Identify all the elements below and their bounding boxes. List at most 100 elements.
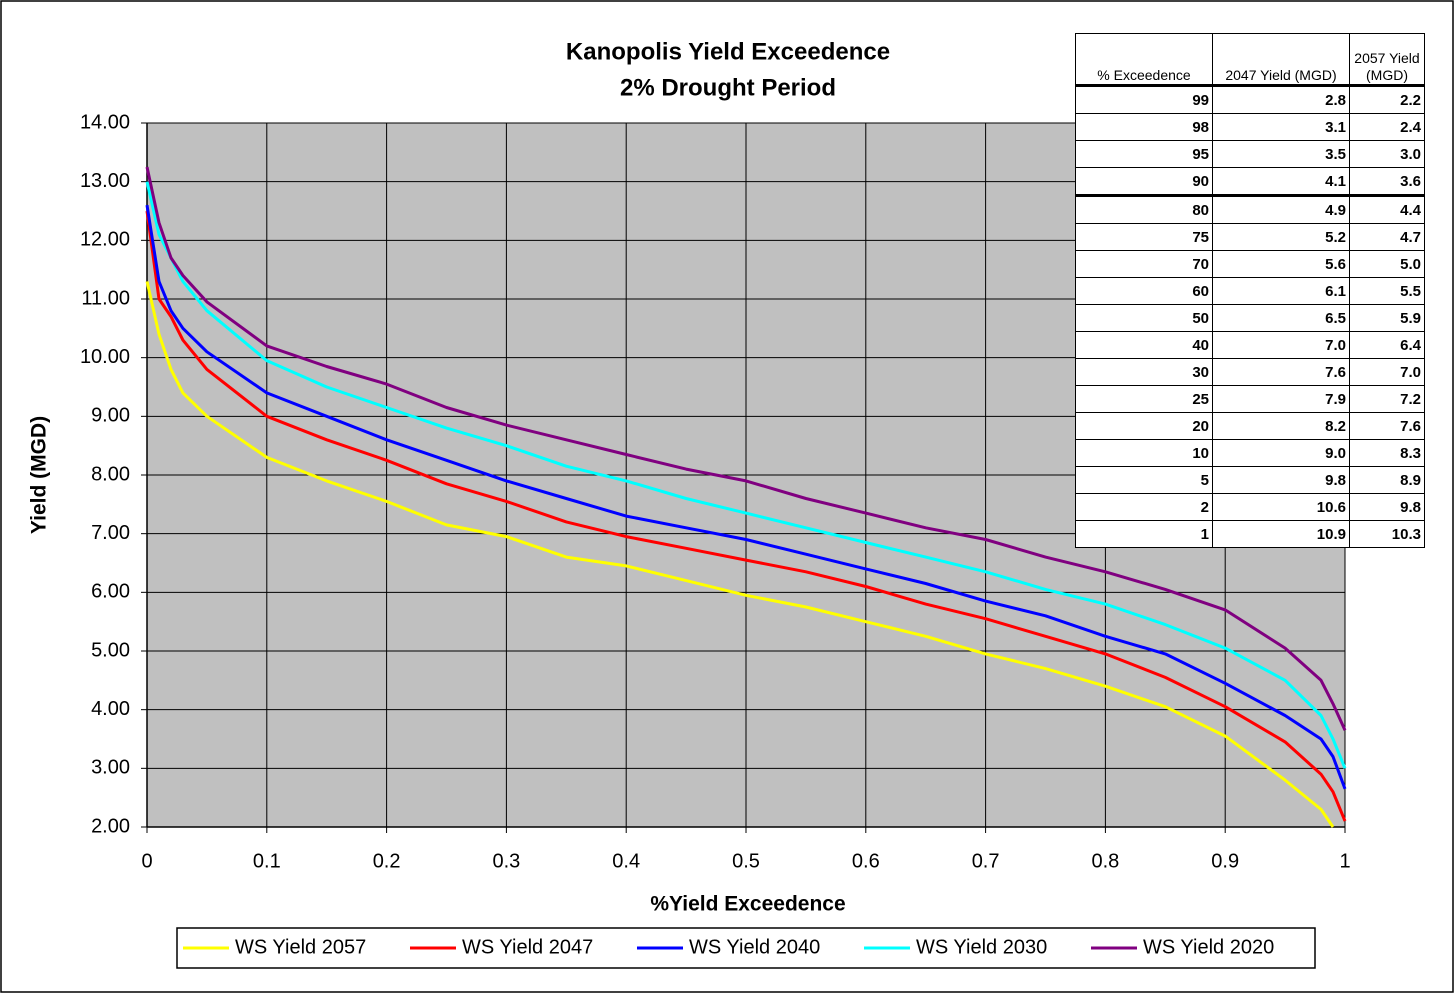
table-cell: 4.4 bbox=[1349, 195, 1425, 224]
table-cell: 7.9 bbox=[1212, 385, 1350, 413]
table-row: 98 3.1 2.4 bbox=[1075, 113, 1425, 141]
table-cell: 4.9 bbox=[1212, 195, 1350, 224]
header-row: % Exceedence 2047 Yield (MGD) 2057 Yield (… bbox=[1075, 33, 1425, 87]
table-cell: 10.3 bbox=[1349, 520, 1425, 548]
table-row: 70 5.6 5.0 bbox=[1075, 250, 1425, 278]
table-cell: 9.8 bbox=[1349, 493, 1425, 521]
table-cell: 7.2 bbox=[1349, 385, 1425, 413]
table-cell: 5.0 bbox=[1349, 250, 1425, 278]
legend-label: WS Yield 2040 bbox=[689, 936, 820, 958]
table-cell: 1 bbox=[1075, 520, 1213, 548]
column-header: 2047 Yield (MGD) bbox=[1212, 33, 1350, 87]
y-tick-label: 8.00 bbox=[91, 463, 130, 485]
chart-title: Kanopolis Yield Exceedence bbox=[566, 38, 890, 65]
table-cell: 7.6 bbox=[1212, 358, 1350, 386]
table-row: 95 3.5 3.0 bbox=[1075, 140, 1425, 168]
table-cell: 6.1 bbox=[1212, 277, 1350, 305]
y-tick-label: 2.00 bbox=[91, 815, 130, 837]
table-cell: 50 bbox=[1075, 304, 1213, 332]
table-cell: 10 bbox=[1075, 439, 1213, 467]
series-line bbox=[145, 181, 1347, 769]
table-head: % Exceedence 2047 Yield (MGD) 2057 Yield (… bbox=[1075, 33, 1425, 87]
table-cell: 95 bbox=[1075, 140, 1213, 168]
table-cell: 4.1 bbox=[1212, 167, 1350, 197]
table-cell: 70 bbox=[1075, 250, 1213, 278]
table-cell: 99 bbox=[1075, 85, 1213, 114]
table-cell: 60 bbox=[1075, 277, 1213, 305]
y-tick-label: 11.00 bbox=[81, 287, 130, 309]
x-tick-label: 0.2 bbox=[373, 850, 401, 872]
y-tick-label: 12.00 bbox=[80, 229, 130, 251]
y-tick-label: 13.00 bbox=[80, 170, 130, 192]
y-tick-label: 14.00 bbox=[80, 111, 130, 133]
column-header: 2057 Yield (MGD) bbox=[1349, 33, 1425, 87]
x-tick-label: 0.1 bbox=[253, 850, 281, 872]
x-tick-label: 0.5 bbox=[732, 850, 760, 872]
table-cell: 8.3 bbox=[1349, 439, 1425, 467]
table-row: 10 9.0 8.3 bbox=[1075, 439, 1425, 467]
table-row: 80 4.9 4.4 bbox=[1075, 195, 1425, 224]
x-tick-label: 0.6 bbox=[852, 850, 880, 872]
table-row: 30 7.6 7.0 bbox=[1075, 358, 1425, 386]
table-cell: 5.5 bbox=[1349, 277, 1425, 305]
table-cell: 10.6 bbox=[1212, 493, 1350, 521]
table-cell: 8.2 bbox=[1212, 412, 1350, 440]
series-line bbox=[145, 204, 1347, 790]
table-cell: 6.4 bbox=[1349, 331, 1425, 359]
table-cell: 30 bbox=[1075, 358, 1213, 386]
table-body: 99 2.8 2.2 98 3.1 2.4 95 3.5 3.0 90 4.1 3.6 80 4.9 4.4… bbox=[1075, 85, 1425, 548]
table-cell: 10.9 bbox=[1212, 520, 1350, 548]
table-cell: 3.0 bbox=[1349, 140, 1425, 168]
x-tick-label: 0.7 bbox=[972, 850, 1000, 872]
table-cell: 3.6 bbox=[1349, 167, 1425, 197]
table-cell: 2.2 bbox=[1349, 85, 1425, 114]
x-tick-label: 0.9 bbox=[1211, 850, 1239, 872]
x-tick-label: 0.3 bbox=[492, 850, 520, 872]
legend-label: WS Yield 2047 bbox=[462, 936, 593, 958]
table-row: 40 7.0 6.4 bbox=[1075, 331, 1425, 359]
table-row: 50 6.5 5.9 bbox=[1075, 304, 1425, 332]
y-tick-label: 10.00 bbox=[80, 346, 130, 368]
table-cell: 3.1 bbox=[1212, 113, 1350, 141]
table-cell: 5 bbox=[1075, 466, 1213, 494]
x-tick-label: 0 bbox=[141, 850, 152, 872]
y-tick-label: 9.00 bbox=[91, 405, 130, 427]
table-cell: 7.0 bbox=[1349, 358, 1425, 386]
table-row: 60 6.1 5.5 bbox=[1075, 277, 1425, 305]
table-cell: 2.4 bbox=[1349, 113, 1425, 141]
table-cell: 7.6 bbox=[1349, 412, 1425, 440]
x-axis-label: %Yield Exceedence bbox=[650, 893, 845, 916]
column-header: % Exceedence bbox=[1075, 33, 1213, 87]
table-row: 99 2.8 2.2 bbox=[1075, 85, 1425, 114]
table-cell: 9.0 bbox=[1212, 439, 1350, 467]
y-axis-label: Yield (MGD) bbox=[28, 416, 51, 534]
exceedence-table: % Exceedence 2047 Yield (MGD) 2057 Yield (… bbox=[1075, 33, 1425, 548]
table-row: 25 7.9 7.2 bbox=[1075, 385, 1425, 413]
x-tick-label: 0.8 bbox=[1091, 850, 1119, 872]
table-cell: 2.8 bbox=[1212, 85, 1350, 114]
y-tick-label: 7.00 bbox=[91, 522, 130, 544]
y-tick-label: 5.00 bbox=[91, 639, 130, 661]
table-row: 1 10.9 10.3 bbox=[1075, 520, 1425, 548]
table-row: 20 8.2 7.6 bbox=[1075, 412, 1425, 440]
table-cell: 20 bbox=[1075, 412, 1213, 440]
table-cell: 90 bbox=[1075, 167, 1213, 197]
table-cell: 3.5 bbox=[1212, 140, 1350, 168]
legend-label: WS Yield 2030 bbox=[916, 936, 1047, 958]
table-cell: 75 bbox=[1075, 223, 1213, 251]
x-tick-label: 0.4 bbox=[612, 850, 640, 872]
table-cell: 8.9 bbox=[1349, 466, 1425, 494]
legend-label: WS Yield 2020 bbox=[1143, 936, 1274, 958]
table-cell: 6.5 bbox=[1212, 304, 1350, 332]
table-row: 75 5.2 4.7 bbox=[1075, 223, 1425, 251]
y-tick-label: 3.00 bbox=[91, 757, 130, 779]
table-cell: 25 bbox=[1075, 385, 1213, 413]
table-cell: 40 bbox=[1075, 331, 1213, 359]
series-line bbox=[145, 210, 1347, 822]
chart-subtitle: 2% Drought Period bbox=[620, 74, 836, 101]
y-tick-label: 4.00 bbox=[91, 698, 130, 720]
y-tick-label: 6.00 bbox=[91, 581, 130, 603]
series-line bbox=[145, 281, 1335, 828]
table-cell: 9.8 bbox=[1212, 466, 1350, 494]
table-cell: 7.0 bbox=[1212, 331, 1350, 359]
